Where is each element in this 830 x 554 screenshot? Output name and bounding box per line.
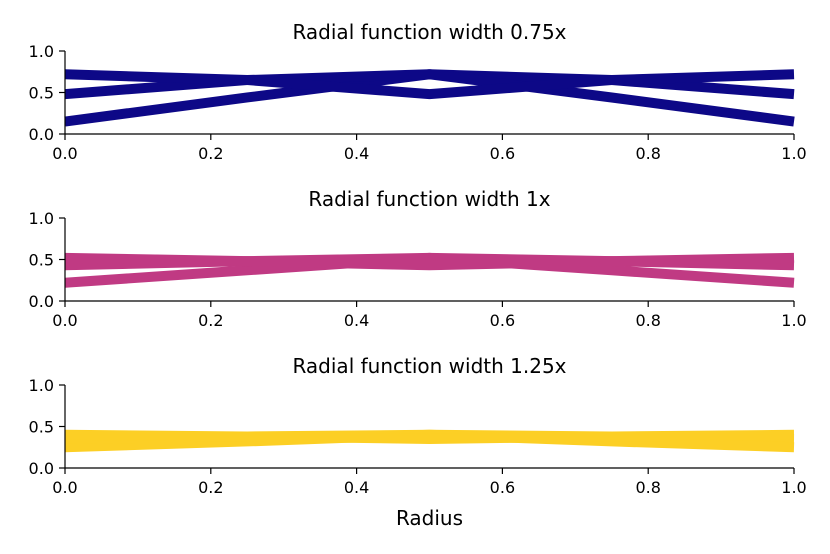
x-tick-label: 0.0 <box>52 144 77 163</box>
x-tick-label: 0.0 <box>52 478 77 497</box>
x-tick-label: 0.4 <box>344 311 369 330</box>
y-tick-label: 1.0 <box>29 209 54 228</box>
x-tick-label: 0.6 <box>490 311 515 330</box>
x-tick-label: 1.0 <box>781 311 806 330</box>
y-tick-label: 1.0 <box>29 376 54 395</box>
x-tick-label: 0.8 <box>635 311 660 330</box>
subplot-2: Radial function width 1x 0.0 0.2 0.4 0.6 0.8 1… <box>29 187 807 330</box>
chart-title: Radial function width 0.75x <box>292 20 566 44</box>
x-tick-label: 1.0 <box>781 478 806 497</box>
y-tick-label: 0.5 <box>29 418 54 437</box>
x-tick-label: 0.4 <box>344 144 369 163</box>
x-axis-label: Radius <box>396 506 463 530</box>
x-tick-label: 0.8 <box>635 144 660 163</box>
series-line-3 <box>64 429 795 444</box>
x-tick-label: 1.0 <box>781 144 806 163</box>
y-tick-label: 1.0 <box>29 42 54 61</box>
subplot-1: Radial function width 0.75x 0.0 0.2 0.4 0.6 0… <box>29 20 807 163</box>
series-line-2 <box>64 69 795 127</box>
x-tick-label: 0.0 <box>52 311 77 330</box>
subplot-3: Radial function width 1.25x 0.0 0.2 0.4 0.6 0… <box>29 354 807 530</box>
y-tick-label: 0.0 <box>29 292 54 311</box>
chart-title: Radial function width 1x <box>308 187 550 211</box>
x-tick-label: 0.6 <box>490 478 515 497</box>
x-tick-label: 0.4 <box>344 478 369 497</box>
y-tick-label: 0.0 <box>29 459 54 478</box>
y-tick-label: 0.5 <box>29 84 54 103</box>
y-tick-label: 0.0 <box>29 125 54 144</box>
series-line-3 <box>64 252 795 271</box>
x-tick-label: 0.2 <box>198 144 223 163</box>
x-tick-label: 0.8 <box>635 478 660 497</box>
series-line-3 <box>64 69 795 100</box>
y-tick-label: 0.5 <box>29 251 54 270</box>
x-tick-label: 0.6 <box>490 144 515 163</box>
x-tick-label: 0.2 <box>198 311 223 330</box>
x-tick-label: 0.2 <box>198 478 223 497</box>
chart-title: Radial function width 1.25x <box>292 354 566 378</box>
